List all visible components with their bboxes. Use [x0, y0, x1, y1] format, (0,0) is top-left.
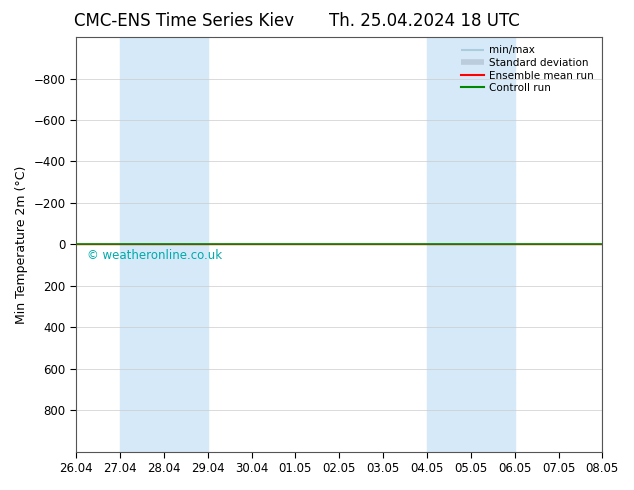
Text: Th. 25.04.2024 18 UTC: Th. 25.04.2024 18 UTC [330, 12, 520, 30]
Bar [427, 37, 515, 452]
Text: © weatheronline.co.uk: © weatheronline.co.uk [87, 249, 222, 263]
Y-axis label: Min Temperature 2m (°C): Min Temperature 2m (°C) [15, 165, 28, 323]
Bar [120, 37, 208, 452]
Text: CMC-ENS Time Series Kiev: CMC-ENS Time Series Kiev [74, 12, 294, 30]
Legend: min/max, Standard deviation, Ensemble mean run, Controll run: min/max, Standard deviation, Ensemble me… [458, 42, 597, 97]
Bar [602, 37, 634, 452]
